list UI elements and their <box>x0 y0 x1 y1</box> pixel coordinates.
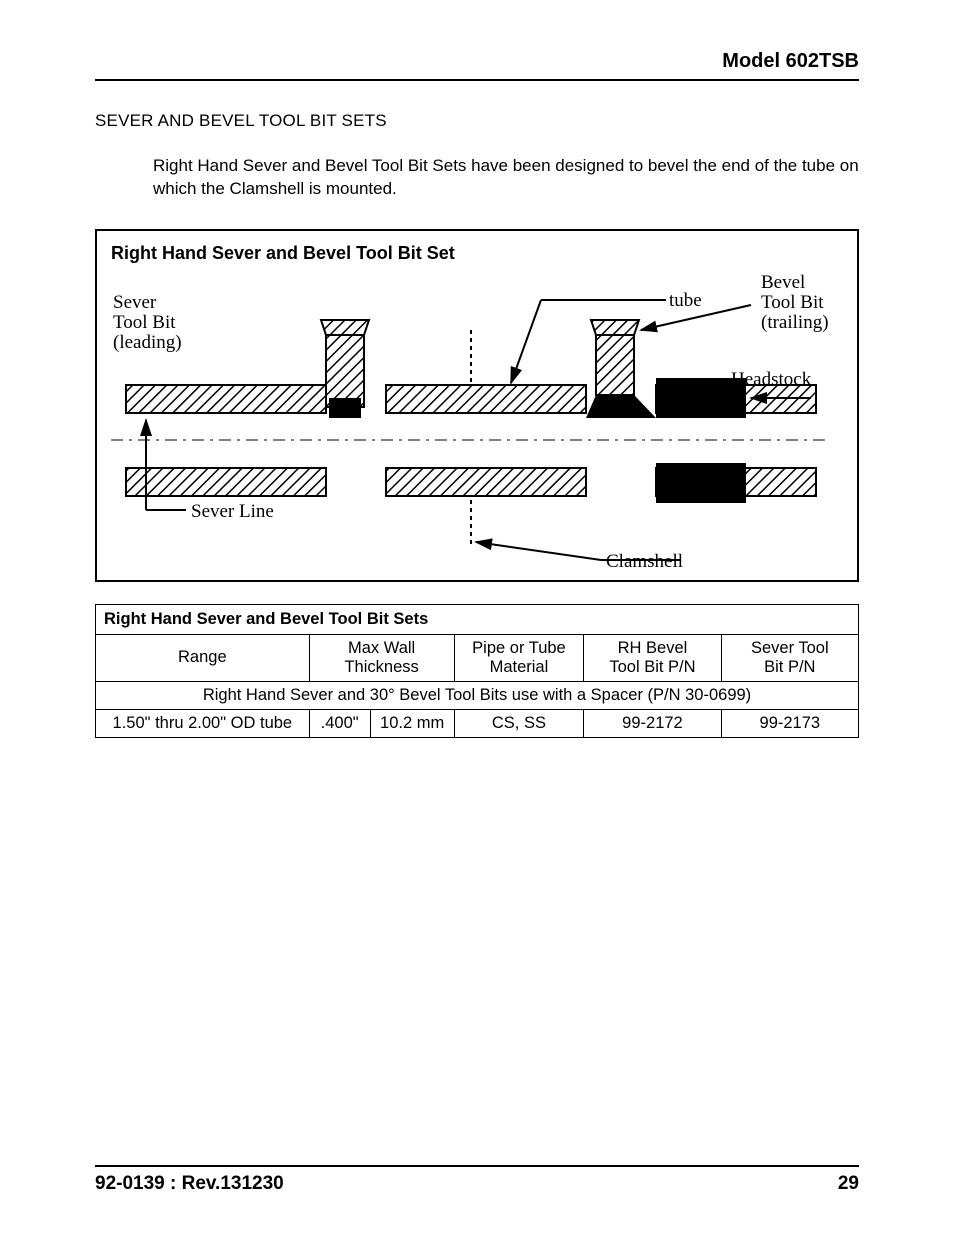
note-row: Right Hand Sever and 30° Bevel Tool Bits… <box>96 681 859 709</box>
cell-wall-in: .400" <box>309 709 370 737</box>
footer-rev: 92-0139 : Rev.131230 <box>95 1173 284 1195</box>
label-sever-tool-bit: Sever <box>113 292 157 313</box>
table-row: 1.50" thru 2.00" OD tube .400" 10.2 mm C… <box>96 709 859 737</box>
col-material: Pipe or TubeMaterial <box>454 634 584 681</box>
col-severtool: Sever ToolBit P/N <box>721 634 858 681</box>
section-heading: SEVER AND BEVEL TOOL BIT SETS <box>95 111 859 131</box>
footer: 92-0139 : Rev.131230 29 <box>95 1165 859 1195</box>
svg-text:(leading): (leading) <box>113 332 182 353</box>
col-maxwall: Max WallThickness <box>309 634 454 681</box>
table-row: Right Hand Sever and Bevel Tool Bit Sets <box>96 604 859 634</box>
label-clamshell: Clamshell <box>606 551 683 570</box>
label-bevel-tool-bit: Bevel <box>761 272 805 293</box>
svg-text:(trailing): (trailing) <box>761 312 829 333</box>
table-title: Right Hand Sever and Bevel Tool Bit Sets <box>96 604 859 634</box>
cell-range: 1.50" thru 2.00" OD tube <box>96 709 310 737</box>
section-body: Right Hand Sever and Bevel Tool Bit Sets… <box>153 155 859 201</box>
col-range: Range <box>96 634 310 681</box>
tool-bit-table: Right Hand Sever and Bevel Tool Bit Sets… <box>95 604 859 738</box>
label-tube: tube <box>669 290 702 311</box>
label-sever-line: Sever Line <box>191 501 274 522</box>
header-model: Model 602TSB <box>95 50 859 73</box>
header-rule: Model 602TSB <box>95 50 859 81</box>
footer-page: 29 <box>838 1173 859 1195</box>
cell-sever-pn: 99-2173 <box>721 709 858 737</box>
table-row: Range Max WallThickness Pipe or TubeMate… <box>96 634 859 681</box>
table-row: Right Hand Sever and 30° Bevel Tool Bits… <box>96 681 859 709</box>
cell-rhbevel-pn: 99-2172 <box>584 709 721 737</box>
label-headstock: Headstock <box>731 369 812 390</box>
diagram-title: Right Hand Sever and Bevel Tool Bit Set <box>111 243 843 264</box>
diagram-svg: Sever Tool Bit (leading) tube Bevel Tool… <box>111 270 831 570</box>
cell-material: CS, SS <box>454 709 584 737</box>
col-rhbevel: RH BevelTool Bit P/N <box>584 634 721 681</box>
diagram-container: Right Hand Sever and Bevel Tool Bit Set <box>95 229 859 582</box>
svg-text:Tool Bit: Tool Bit <box>113 312 176 333</box>
svg-text:Tool Bit: Tool Bit <box>761 292 824 313</box>
cell-wall-mm: 10.2 mm <box>370 709 454 737</box>
